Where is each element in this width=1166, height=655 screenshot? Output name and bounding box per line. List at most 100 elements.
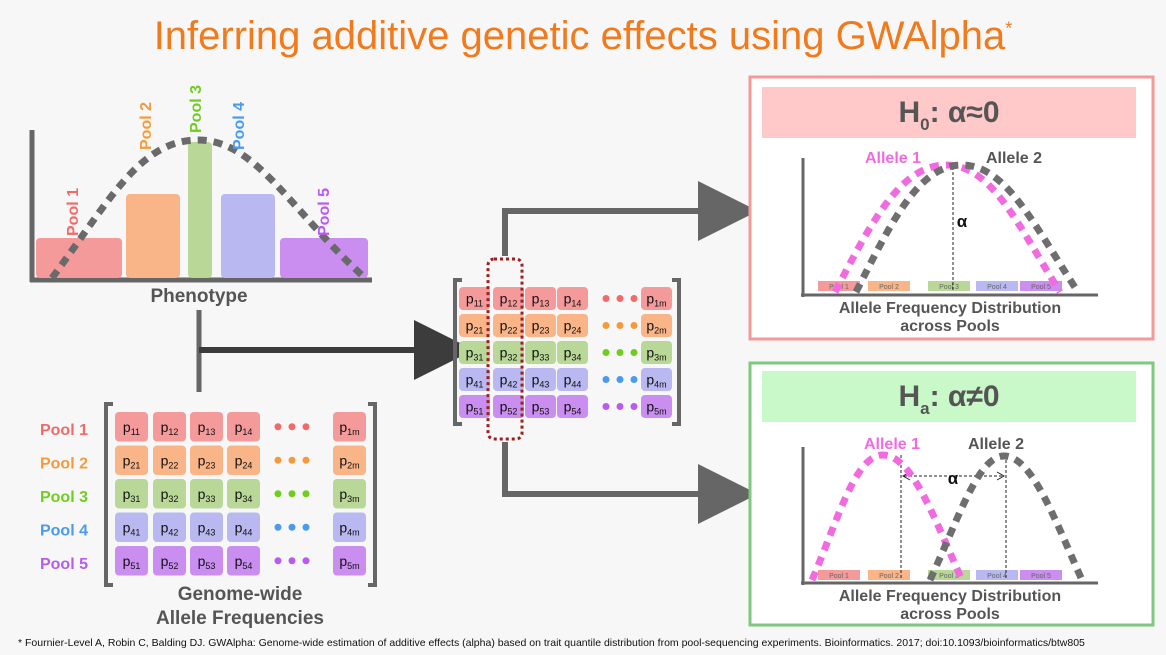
h0-panel: H0: α≈0 Pool 1 Pool 2 Pool 3 Pool 4 Pool 5 A… (748, 75, 1155, 341)
freq-cell-label-4-2: p42 (161, 519, 179, 537)
arrow-to-h0 (502, 181, 758, 256)
freq-cell-label-1-3: p13 (198, 419, 216, 437)
phenotype-bar-3 (188, 142, 212, 278)
ha-allele1-label: Allele 1 (864, 436, 920, 453)
freq-cell-label-2-5: p2m (339, 452, 359, 470)
ha-alpha-span-right-tip (996, 471, 1006, 481)
freq-ellipsis-dot (302, 490, 310, 498)
phenotype-label: Phenotype (150, 286, 247, 307)
freq-ellipsis-dot (288, 423, 296, 431)
mid-ellipsis-dot (630, 349, 638, 356)
freq-cell-3-1 (115, 479, 148, 509)
freq-cell-label-4-5: p4m (339, 519, 359, 537)
freq-cell-label-5-4: p54 (235, 553, 253, 571)
mid-cell-1-3 (525, 287, 556, 310)
phenotype-bar-4 (221, 194, 275, 278)
mid-ellipsis-dot (616, 376, 624, 383)
frequency-label-line1: Genome-wide (178, 584, 303, 605)
left-bracket (104, 402, 113, 587)
mid-ellipsis-dot (630, 295, 638, 302)
freq-cell-label-3-3: p33 (198, 486, 216, 504)
mid-cell-2-4 (557, 314, 588, 337)
ha-title: Ha: α≠0 (898, 380, 999, 418)
h0-allele2-label: Allele 2 (986, 150, 1042, 167)
h0-pool-cell-2 (868, 281, 910, 291)
h0-allele1-label: Allele 1 (865, 150, 921, 167)
freq-cell-4-3 (190, 512, 223, 542)
h0-caption-line1: Allele Frequency Distribution (839, 300, 1061, 317)
mid-cell-2-1 (459, 314, 490, 337)
mid-cell-label-1-4: p14 (564, 291, 582, 309)
mid-cell-label-3-2: p32 (500, 345, 518, 363)
mid-cell-label-5-1: p51 (466, 399, 484, 417)
freq-cell-label-5-2: p52 (161, 553, 179, 571)
middle-left-bracket (453, 278, 462, 426)
mid-cell-1-2 (493, 287, 524, 310)
h0-caption-line2: across Pools (900, 318, 1000, 335)
mid-cell-label-4-3: p43 (532, 372, 550, 390)
mid-cell-4-1 (459, 368, 490, 391)
freq-cell-4-2 (153, 512, 186, 542)
freq-ellipsis-dot (274, 523, 282, 531)
freq-cell-5-3 (190, 546, 223, 576)
mid-cell-label-3-3: p33 (532, 345, 550, 363)
h0-pool-cell-label-3: Pool 3 (939, 284, 959, 291)
mid-cell-label-5-4: p54 (564, 399, 582, 417)
ha-caption-line2: across Pools (900, 606, 1000, 623)
phenotype-pool-label-5: Pool 5 (316, 188, 333, 236)
mid-cell-label-3-4: p34 (564, 345, 582, 363)
mid-cell-label-4-5: p4m (646, 372, 666, 390)
mid-cell-2-5 (641, 314, 672, 337)
ha-pool-cell-label-4: Pool 4 (987, 573, 1007, 580)
mid-cell-3-2 (493, 341, 524, 364)
mid-cell-label-1-5: p1m (646, 291, 666, 309)
freq-ellipsis-dot (288, 490, 296, 498)
freq-cell-5-4 (227, 546, 260, 576)
freq-ellipsis-dot (288, 456, 296, 464)
freq-cell-label-2-4: p24 (235, 452, 253, 470)
mid-cell-label-4-1: p41 (466, 372, 484, 390)
freq-cell-label-1-2: p12 (161, 419, 179, 437)
freq-cell-1-1 (115, 412, 148, 442)
phenotype-distribution-curve (49, 136, 368, 281)
phenotype-pool-label-3: Pool 3 (188, 85, 205, 133)
ha-pool-cell-3 (928, 570, 970, 580)
h0-pool-cell-3 (928, 281, 970, 291)
freq-cell-label-4-1: p41 (123, 519, 141, 537)
freq-ellipsis-dot (302, 456, 310, 464)
ha-panel: Ha: α≠0 Pool 1 Pool 2 Pool 3 Pool 4 Pool 5 A… (748, 361, 1155, 627)
ha-pool-cell-4 (976, 570, 1018, 580)
mid-cell-3-5 (641, 341, 672, 364)
ha-header (762, 371, 1136, 422)
mid-cell-5-5 (641, 395, 672, 418)
phenotype-pool-label-4: Pool 4 (231, 102, 248, 150)
freq-ellipsis-dot (302, 423, 310, 431)
mid-cell-5-3 (525, 395, 556, 418)
ha-pool-cell-5 (1020, 570, 1062, 580)
mid-ellipsis-dot (602, 295, 610, 302)
ha-caption-line1: Allele Frequency Distribution (839, 588, 1061, 605)
mid-ellipsis-dot (602, 322, 610, 329)
frequency-pool-label-5: Pool 5 (40, 556, 88, 573)
mid-cell-3-4 (557, 341, 588, 364)
freq-cell-label-5-1: p51 (123, 553, 141, 571)
freq-ellipsis-dot (274, 557, 282, 565)
ha-pool-cell-2 (868, 570, 910, 580)
h0-title: H0: α≈0 (898, 96, 999, 134)
freq-cell-5-5 (333, 546, 366, 576)
ha-pool-cell-label-3: Pool 3 (939, 573, 959, 580)
mid-cell-label-3-5: p3m (646, 345, 666, 363)
frequency-label-line2: Allele Frequencies (156, 608, 324, 629)
mid-cell-5-2 (493, 395, 524, 418)
h0-alpha-label: α (957, 212, 968, 231)
mid-cell-4-3 (525, 368, 556, 391)
frequency-pool-label-2: Pool 2 (40, 456, 88, 473)
selected-column-highlight (486, 257, 524, 441)
ha-pool-cell-1 (818, 570, 860, 580)
freq-cell-label-1-4: p14 (235, 419, 253, 437)
right-bracket (368, 402, 377, 587)
freq-cell-3-3 (190, 479, 223, 509)
freq-cell-label-1-1: p11 (123, 419, 140, 437)
